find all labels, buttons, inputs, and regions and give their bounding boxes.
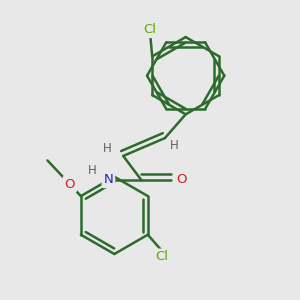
Text: O: O — [176, 173, 187, 186]
Text: H: H — [169, 139, 178, 152]
Text: Cl: Cl — [143, 23, 157, 36]
Text: Cl: Cl — [155, 250, 168, 263]
Text: H: H — [103, 142, 111, 155]
Text: N: N — [103, 173, 113, 186]
Text: O: O — [64, 178, 75, 191]
Text: H: H — [88, 164, 96, 177]
